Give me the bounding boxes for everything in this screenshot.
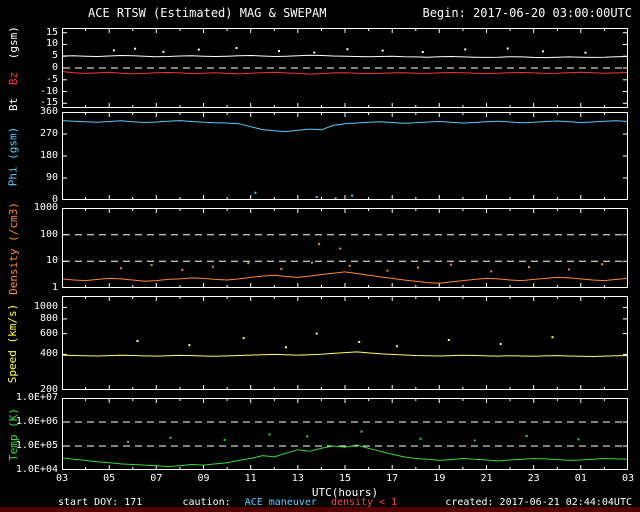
density-warning: density < 1 bbox=[330, 497, 398, 508]
ylabel-temp-wrap: Temp (K) bbox=[0, 398, 26, 470]
header: ACE RTSW (Estimated) MAG & SWEPAM Begin:… bbox=[88, 6, 632, 20]
series-Phi bbox=[62, 120, 628, 133]
panel-phi bbox=[62, 112, 628, 200]
ylabel-bt-bz-wrap: Bt Bz (gsm) bbox=[0, 26, 26, 111]
panel-speed bbox=[62, 296, 628, 390]
ylabel-phi: Phi (gsm) bbox=[6, 126, 20, 186]
ylabel-phi-wrap: Phi (gsm) bbox=[0, 112, 26, 200]
series-Bz bbox=[62, 71, 628, 75]
x-tick-label: 05 bbox=[103, 473, 116, 484]
panel-canvas-density bbox=[62, 208, 628, 288]
panel-canvas-temp bbox=[62, 398, 628, 470]
caution-note: caution: ACE maneuver density < 1 bbox=[182, 497, 405, 508]
created-timestamp: created: 2017-06-21 02:44:04UTC bbox=[445, 497, 632, 508]
caution-maneuver: ACE maneuver bbox=[244, 497, 317, 508]
ylabel-temp: Temp (K) bbox=[6, 407, 20, 461]
x-tick-label: 13 bbox=[291, 473, 304, 484]
x-tick-label: 23 bbox=[527, 473, 540, 484]
series-Speed bbox=[62, 351, 628, 358]
ylabel-bt-bz: Bt Bz (gsm) bbox=[7, 26, 20, 111]
ylabel-density-wrap: Density (/cm3) bbox=[0, 202, 26, 295]
x-tick-label: 11 bbox=[244, 473, 257, 484]
ylabel-bt: Bt bbox=[6, 97, 20, 111]
series-Temp bbox=[62, 444, 628, 468]
x-tick-label: 03 bbox=[55, 473, 69, 484]
x-tick-label: 09 bbox=[197, 473, 210, 484]
footer: start DOY: 171 caution: ACE maneuver den… bbox=[58, 497, 632, 508]
panel-canvas-speed bbox=[62, 296, 628, 390]
panel-canvas-phi bbox=[62, 112, 628, 200]
ylabel-gsm-unit: (gsm) bbox=[6, 25, 20, 59]
bottom-strip bbox=[0, 507, 640, 512]
start-doy: start DOY: 171 bbox=[58, 497, 143, 508]
ylabel-density: Density (/cm3) bbox=[6, 201, 20, 295]
series-Density bbox=[62, 271, 628, 284]
panel-temp bbox=[62, 398, 628, 470]
plot-title: ACE RTSW (Estimated) MAG & SWEPAM bbox=[88, 6, 327, 20]
x-tick-label: 07 bbox=[150, 473, 163, 484]
x-tick-label: 03 bbox=[621, 473, 635, 484]
x-tick-label: 17 bbox=[386, 473, 399, 484]
x-tick-label: 15 bbox=[338, 473, 352, 484]
x-tick-label: 21 bbox=[480, 473, 493, 484]
series-Bt bbox=[62, 54, 628, 59]
x-axis-label: UTC(hours) bbox=[311, 486, 379, 499]
panel-bt-bz bbox=[62, 28, 628, 108]
x-tick-label: 19 bbox=[433, 473, 446, 484]
x-tick-label: 01 bbox=[574, 473, 587, 484]
ylabel-speed: Speed (km/s) bbox=[6, 303, 20, 383]
caution-label: caution: bbox=[182, 497, 231, 508]
panel-density bbox=[62, 208, 628, 288]
begin-timestamp: Begin: 2017-06-20 03:00:00UTC bbox=[422, 6, 632, 20]
ylabel-speed-wrap: Speed (km/s) bbox=[0, 296, 26, 390]
ylabel-bz: Bz bbox=[6, 71, 20, 85]
panel-canvas-bt_bz bbox=[62, 28, 628, 108]
